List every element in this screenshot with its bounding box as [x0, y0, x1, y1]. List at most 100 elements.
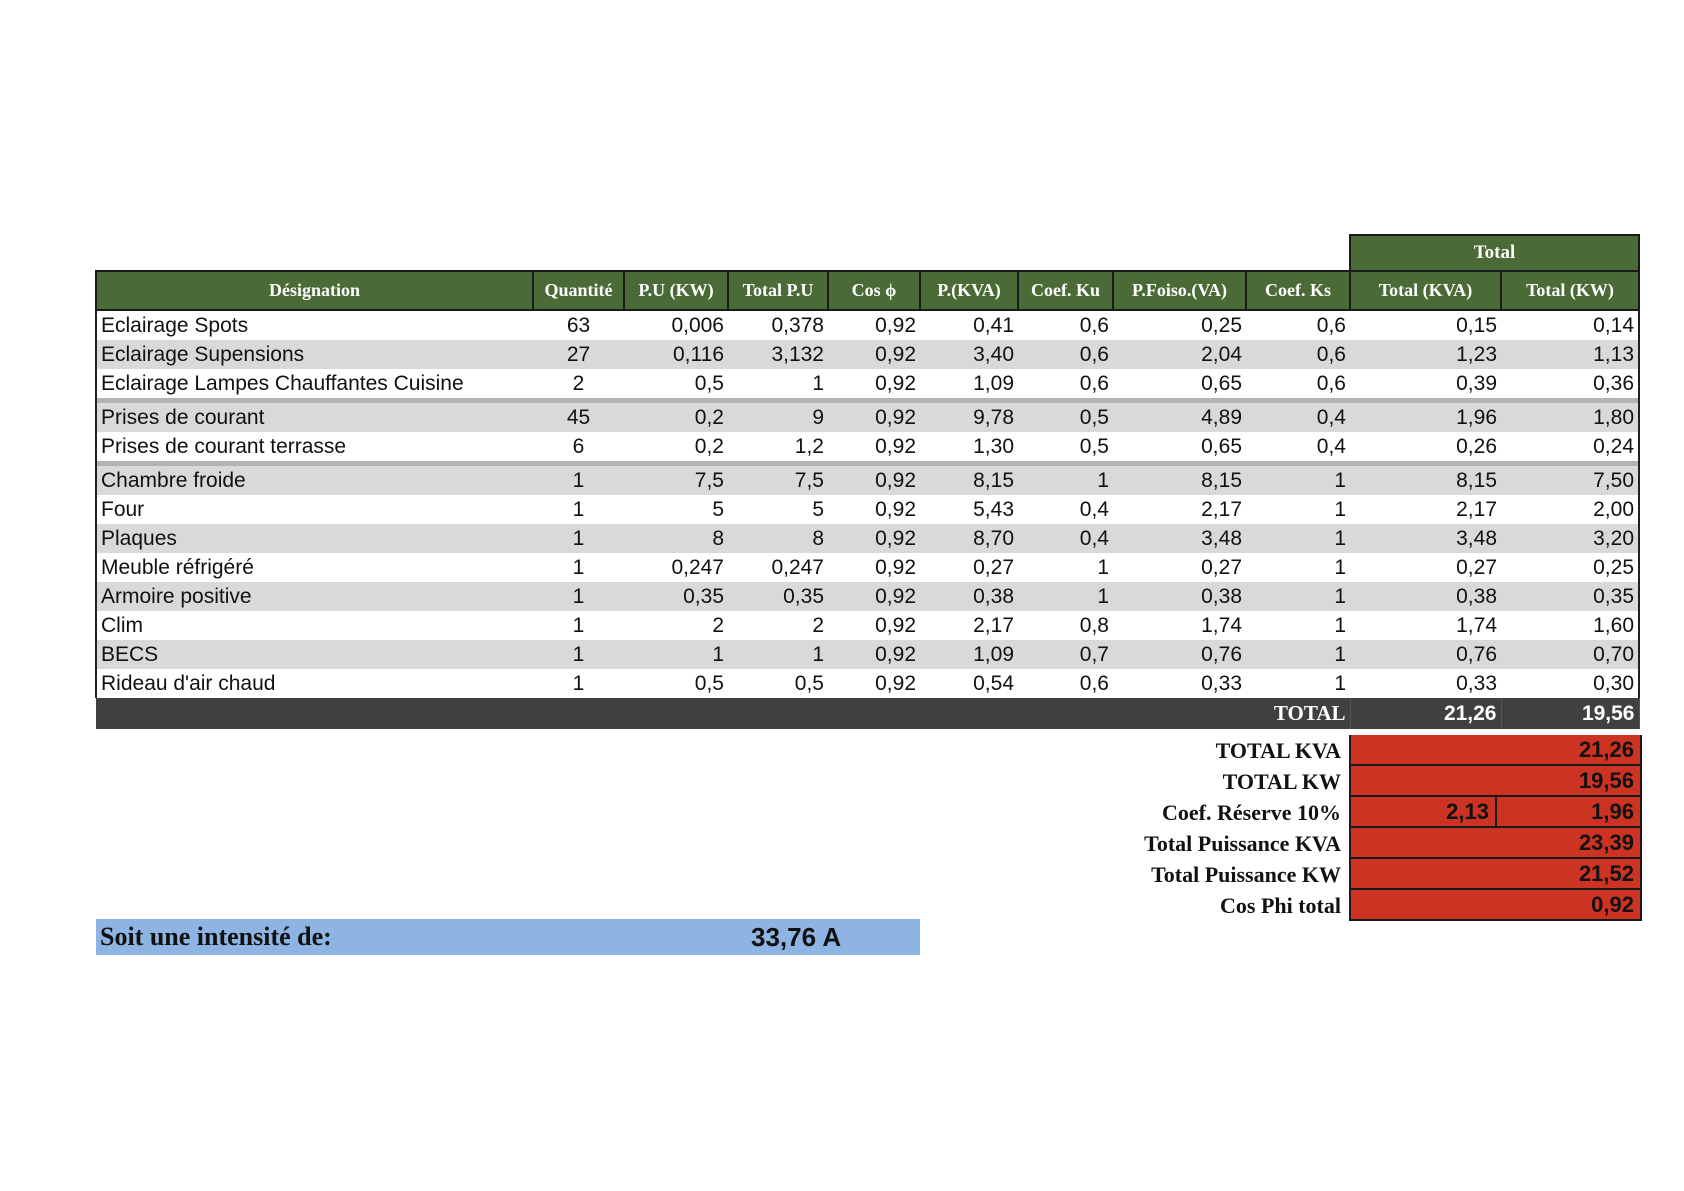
- value-cell: 1,13: [1501, 340, 1640, 369]
- column-header: Cos ϕ: [827, 270, 921, 311]
- value-cell: 3,48: [1113, 524, 1246, 553]
- value-cell: 1,09: [920, 369, 1018, 398]
- table-row: Prises de courant 45 0,2 9 0,92 9,78 0,5 4,89 0,…: [95, 403, 1640, 432]
- summary-value-box: 23,39: [1349, 828, 1642, 859]
- value-cell: 0,92: [828, 466, 920, 495]
- column-header: Total (KVA): [1349, 270, 1502, 311]
- value-cell: 0,2: [624, 432, 728, 461]
- value-cell: 1: [533, 611, 624, 640]
- value-cell: 0,35: [624, 582, 728, 611]
- designation-cell: Clim: [95, 611, 533, 640]
- value-cell: 0,6: [1246, 369, 1350, 398]
- value-cell: 1: [1246, 611, 1350, 640]
- intensity-value: 33,76 A: [751, 922, 842, 952]
- summary-label: TOTAL KVA: [1215, 738, 1341, 763]
- value-cell: 1: [728, 640, 828, 669]
- value-cell: 1: [533, 466, 624, 495]
- value-cell: 0,247: [728, 553, 828, 582]
- value-cell: 0,15: [1350, 310, 1501, 340]
- value-cell: 1: [1246, 524, 1350, 553]
- value-cell: 0,006: [624, 310, 728, 340]
- value-cell: 0,36: [1501, 369, 1640, 398]
- value-cell: 2,17: [1350, 495, 1501, 524]
- value-cell: 8,15: [1350, 466, 1501, 495]
- value-cell: 0,65: [1113, 369, 1246, 398]
- value-cell: 0,4: [1246, 432, 1350, 461]
- value-cell: 0,70: [1501, 640, 1640, 669]
- value-cell: 0,76: [1113, 640, 1246, 669]
- designation-cell: BECS: [95, 640, 533, 669]
- value-cell: 1: [1018, 466, 1113, 495]
- value-cell: 0,8: [1018, 611, 1113, 640]
- value-cell: 3,40: [920, 340, 1018, 369]
- value-cell: 0,5: [624, 369, 728, 398]
- summary-value: 21,52: [1578, 861, 1634, 886]
- value-cell: 5: [728, 495, 828, 524]
- value-cell: 1,23: [1350, 340, 1501, 369]
- value-cell: 0,25: [1113, 310, 1246, 340]
- value-cell: 2: [533, 369, 624, 398]
- summary-value: 1,96: [1591, 799, 1634, 824]
- designation-cell: Prises de courant: [95, 403, 533, 432]
- summary-value-box: 0,92: [1349, 890, 1642, 921]
- value-cell: 4,89: [1113, 403, 1246, 432]
- value-cell: 2: [624, 611, 728, 640]
- table-row: Rideau d'air chaud 1 0,5 0,5 0,92 0,54 0,6 0,33…: [95, 669, 1640, 698]
- intensity-bar: Soit une intensité de: 33,76 A: [96, 919, 920, 955]
- summary-row: Total Puissance KVA 23,39: [0, 828, 1684, 859]
- value-cell: 1,80: [1501, 403, 1640, 432]
- value-cell: 2,00: [1501, 495, 1640, 524]
- value-cell: 3,20: [1501, 524, 1640, 553]
- value-cell: 1: [1246, 553, 1350, 582]
- value-cell: 0,92: [828, 582, 920, 611]
- value-cell: 0,4: [1246, 403, 1350, 432]
- value-cell: 0,5: [1018, 432, 1113, 461]
- value-cell: 0,378: [728, 310, 828, 340]
- summary-row: Coef. Réserve 10% 2,13 1,96: [0, 797, 1684, 828]
- value-cell: 1,30: [920, 432, 1018, 461]
- value-cell: 1: [1246, 466, 1350, 495]
- value-cell: 0,30: [1501, 669, 1640, 698]
- value-cell: 7,5: [728, 466, 828, 495]
- value-cell: 1: [533, 582, 624, 611]
- table-row: Armoire positive 1 0,35 0,35 0,92 0,38 1 0,38 1 0…: [95, 582, 1640, 611]
- summary-label: Coef. Réserve 10%: [1162, 800, 1341, 825]
- value-cell: 1: [533, 495, 624, 524]
- summary-value: 19,56: [1578, 768, 1634, 793]
- total-group-header: Total: [1349, 234, 1640, 272]
- value-cell: 7,50: [1501, 466, 1640, 495]
- value-cell: 0,5: [624, 669, 728, 698]
- summary-label: Total Puissance KVA: [1144, 831, 1341, 856]
- summary-value-box: 2,13 1,96: [1349, 797, 1642, 828]
- column-header: P.U (KW): [623, 270, 729, 311]
- value-cell: 0,92: [828, 524, 920, 553]
- value-cell: 1: [533, 553, 624, 582]
- column-header: Total (KW): [1500, 270, 1640, 311]
- value-cell: 0,92: [828, 640, 920, 669]
- value-cell: 0,14: [1501, 310, 1640, 340]
- value-cell: 0,92: [828, 310, 920, 340]
- value-cell: 0,247: [624, 553, 728, 582]
- summary-row: TOTAL KW 19,56: [0, 766, 1684, 797]
- value-cell: 6: [533, 432, 624, 461]
- value-cell: 0,6: [1018, 310, 1113, 340]
- value-cell: 0,6: [1246, 340, 1350, 369]
- value-cell: 8: [624, 524, 728, 553]
- summary-label: Total Puissance KW: [1151, 862, 1341, 887]
- value-cell: 0,65: [1113, 432, 1246, 461]
- value-cell: 0,4: [1018, 524, 1113, 553]
- value-cell: 3,48: [1350, 524, 1501, 553]
- group-separator: [95, 461, 1640, 466]
- value-cell: 0,5: [1018, 403, 1113, 432]
- column-header: P.(KVA): [919, 270, 1019, 311]
- summary-label: TOTAL KW: [1222, 769, 1341, 794]
- table-row: Plaques 1 8 8 0,92 8,70 0,4 3,48 1 3,48 3,20: [95, 524, 1640, 553]
- value-cell: 0,35: [1501, 582, 1640, 611]
- value-cell: 27: [533, 340, 624, 369]
- total-kva: 21,26: [1350, 698, 1502, 729]
- value-cell: 0,26: [1350, 432, 1501, 461]
- value-cell: 0,92: [828, 553, 920, 582]
- value-cell: 1,09: [920, 640, 1018, 669]
- summary-value-box: 19,56: [1349, 766, 1642, 797]
- summary-value: 21,26: [1578, 737, 1634, 762]
